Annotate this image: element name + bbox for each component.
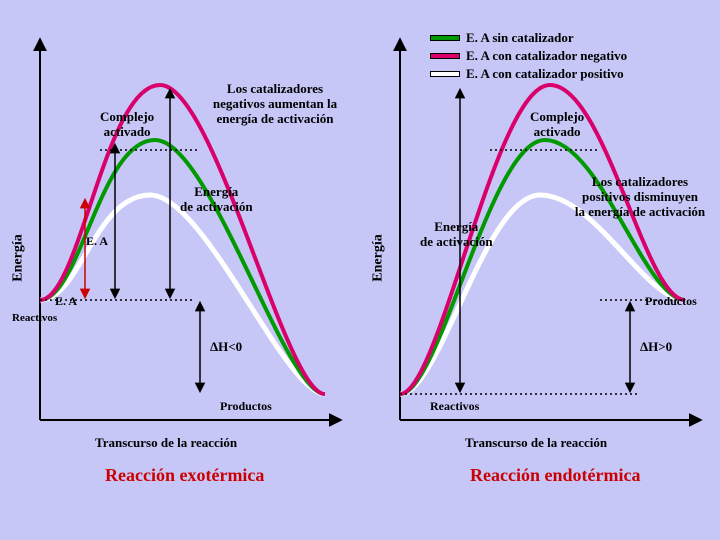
legend-label-1: E. A con catalizador negativo — [466, 48, 627, 64]
reactants-right: Reactivos — [430, 400, 479, 414]
legend-row-0: E. A sin catalizador — [430, 30, 627, 46]
y-axis-label-right: Energía — [371, 234, 387, 281]
complex-label-right: Complejoactivado — [530, 110, 584, 140]
legend: E. A sin catalizador E. A con catalizado… — [430, 30, 627, 84]
ea-big-right: Energíade activación — [420, 220, 493, 250]
x-label-right: Transcurso de la reacción — [465, 435, 607, 451]
legend-row-1: E. A con catalizador negativo — [430, 48, 627, 64]
title-left: Reacción exotérmica — [105, 465, 264, 486]
neg-note: Los catalizadoresnegativos aumentan laen… — [200, 82, 350, 127]
x-label-left: Transcurso de la reacción — [95, 435, 237, 451]
ea-white-left: E. A — [55, 295, 77, 309]
legend-swatch-0 — [430, 35, 460, 41]
ea-big-left: Energíade activación — [180, 185, 253, 215]
dH-left: ΔH<0 — [210, 340, 242, 355]
legend-swatch-1 — [430, 53, 460, 59]
title-right: Reacción endotérmica — [470, 465, 640, 486]
legend-label-2: E. A con catalizador positivo — [466, 66, 624, 82]
legend-label-0: E. A sin catalizador — [466, 30, 574, 46]
complex-label-left: Complejoactivado — [100, 110, 154, 140]
pos-note: Los catalizadorespositivos disminuyenla … — [570, 175, 710, 220]
products-left: Productos — [220, 400, 272, 414]
y-axis-label-left: Energía — [11, 234, 27, 281]
legend-swatch-2 — [430, 71, 460, 77]
legend-row-2: E. A con catalizador positivo — [430, 66, 627, 82]
products-right: Productos — [645, 295, 697, 309]
dH-right: ΔH>0 — [640, 340, 672, 355]
reactants-left: Reactivos — [12, 312, 57, 325]
ea-green-left: E. A — [86, 235, 108, 249]
